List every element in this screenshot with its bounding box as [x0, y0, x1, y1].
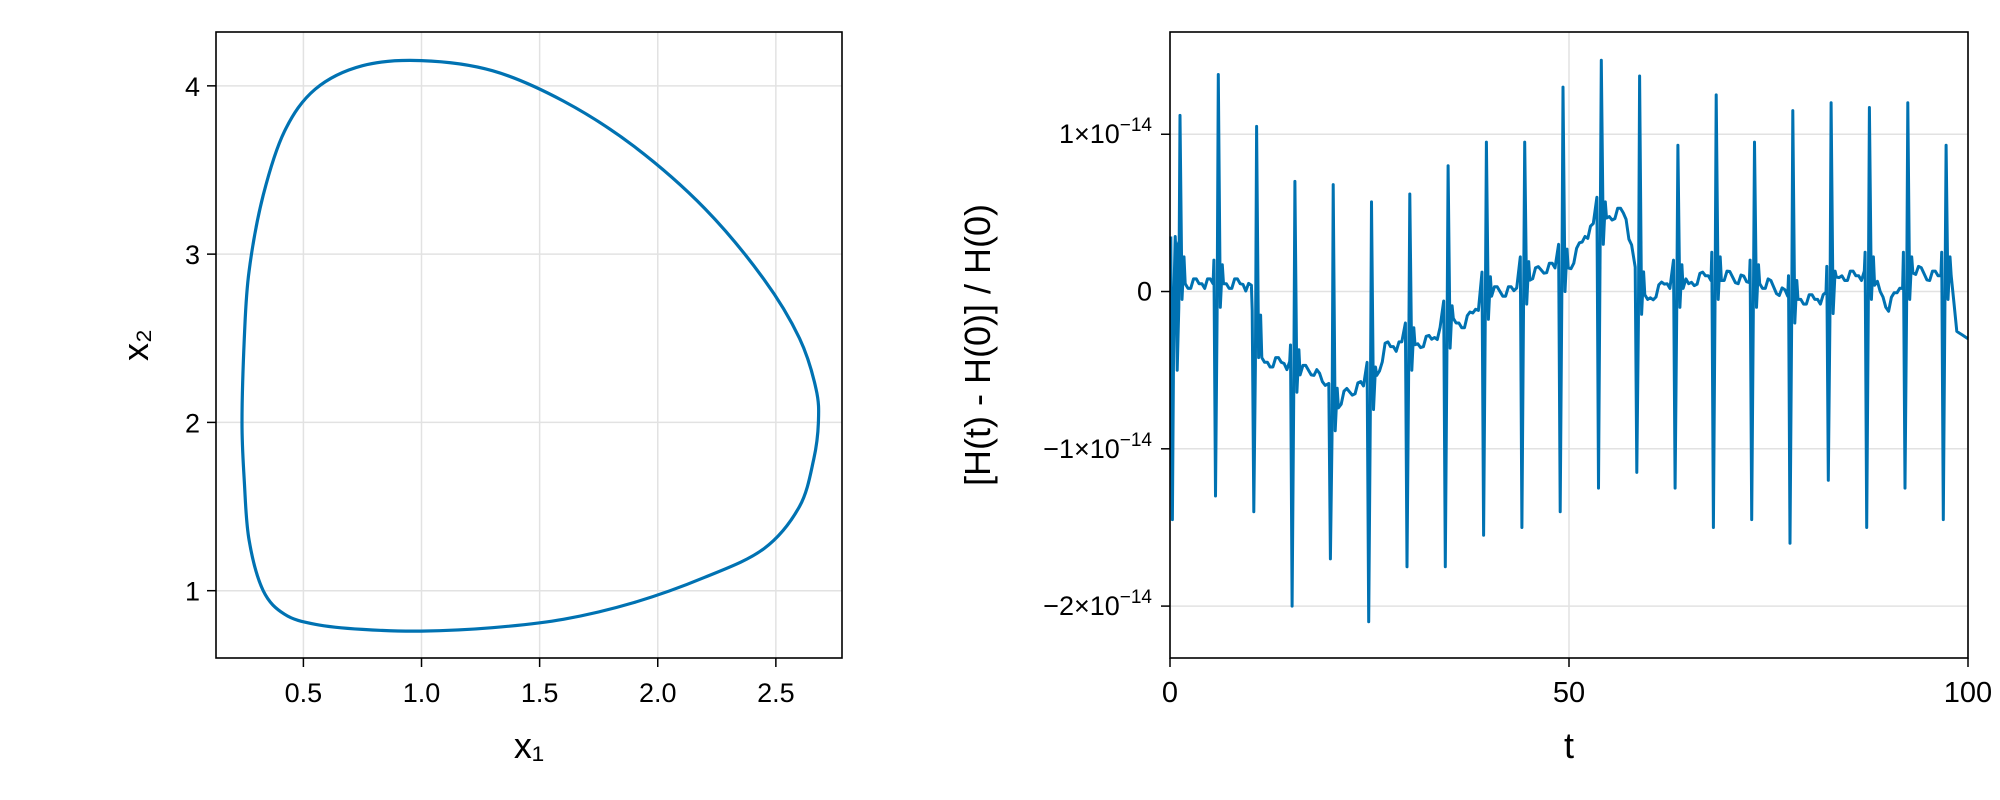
energy-error-x-label: t: [1564, 725, 1574, 766]
x-tick-label: 0: [1162, 677, 1178, 709]
y-tick-exponent: −14: [1120, 430, 1153, 451]
x-tick-label: 2.0: [639, 678, 677, 708]
phase-portrait-panel: 0.5 1.0 1.5 2.0 2.5 1 2 3 4 x₁ x₂: [115, 31, 843, 766]
y-tick-mantissa: 1×10: [1059, 119, 1120, 149]
energy-error-y-ticks: 1×10−140−1×10−14−2×10−14: [1043, 115, 1170, 621]
y-tick-label: 2: [185, 408, 200, 438]
energy-error-y-label: [H(t) - H(0)] / H(0): [957, 204, 998, 486]
y-tick-exponent: −14: [1120, 587, 1153, 608]
phase-portrait-y-ticks: 1 2 3 4: [185, 72, 216, 607]
y-tick-label: −1×10−14: [1043, 430, 1152, 464]
phase-portrait-x-label: x₁: [514, 725, 544, 766]
phase-portrait-y-label: x₂: [115, 329, 156, 361]
phase-portrait-curve: [240, 58, 821, 633]
x-tick-label: 50: [1553, 677, 1585, 709]
y-tick-label: −2×10−14: [1043, 587, 1152, 621]
phase-portrait-x-ticks: 0.5 1.0 1.5 2.0 2.5: [285, 658, 795, 708]
y-tick-label: 4: [185, 72, 200, 102]
y-tick-exponent: −14: [1120, 115, 1153, 136]
x-tick-label: 0.5: [285, 678, 323, 708]
y-tick-mantissa: −2×10: [1043, 591, 1120, 621]
y-tick-label: 1: [185, 577, 200, 607]
energy-error-curve: [1169, 58, 1969, 624]
energy-error-panel: 0 50 100 1×10−140−1×10−14−2×10−14 t [H(t) …: [957, 31, 1992, 766]
x-tick-label: 100: [1944, 677, 1992, 709]
y-tick-mantissa: 0: [1137, 277, 1152, 307]
energy-error-x-ticks: 0 50 100: [1162, 658, 1992, 709]
y-tick-mantissa: −1×10: [1043, 434, 1120, 464]
y-tick-label: 1×10−14: [1059, 115, 1152, 149]
x-tick-label: 2.5: [757, 678, 795, 708]
phase-portrait-frame: [215, 31, 843, 659]
y-tick-label: 0: [1137, 277, 1152, 307]
x-tick-label: 1.0: [403, 678, 441, 708]
x-tick-label: 1.5: [521, 678, 559, 708]
y-tick-label: 3: [185, 240, 200, 270]
